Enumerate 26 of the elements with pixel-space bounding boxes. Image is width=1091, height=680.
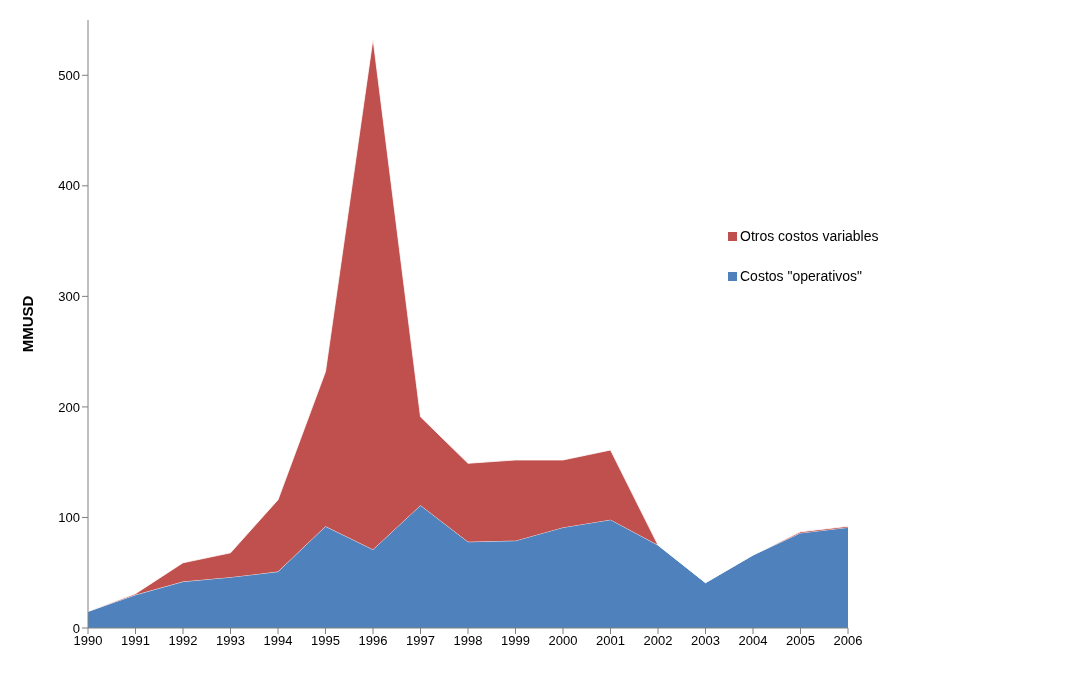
x-tick-label: 2001 — [596, 633, 625, 649]
legend-label: Costos "operativos" — [740, 268, 862, 284]
y-tick-label: 200 — [58, 399, 80, 415]
y-tick-label: 100 — [58, 510, 80, 526]
x-tick-label: 1991 — [121, 633, 150, 649]
x-tick-label: 1996 — [358, 633, 388, 649]
x-tick-label: 1994 — [263, 633, 293, 649]
legend-label: Otros costos variables — [740, 228, 879, 244]
x-tick-label: 2003 — [691, 633, 720, 649]
x-tick-label: 1992 — [168, 633, 198, 649]
x-tick-label: 2002 — [643, 633, 673, 649]
x-tick-label: 1998 — [453, 633, 483, 649]
y-axis-title: MMUSD — [19, 295, 37, 353]
x-tick-label: 2005 — [786, 633, 815, 649]
x-tick-label: 1997 — [406, 633, 435, 649]
x-tick-label: 2004 — [738, 633, 768, 649]
x-tick-label: 1993 — [216, 633, 245, 649]
y-tick-label: 0 — [72, 620, 80, 636]
y-tick-label: 300 — [58, 288, 80, 304]
x-tick-label: 2006 — [833, 633, 863, 649]
x-tick-label: 1999 — [501, 633, 530, 649]
x-tick-label: 2000 — [548, 633, 578, 649]
y-tick-label: 400 — [58, 178, 80, 194]
y-tick-label: 500 — [58, 67, 80, 83]
x-tick-label: 1995 — [311, 633, 340, 649]
x-tick-label: 1990 — [73, 633, 103, 649]
